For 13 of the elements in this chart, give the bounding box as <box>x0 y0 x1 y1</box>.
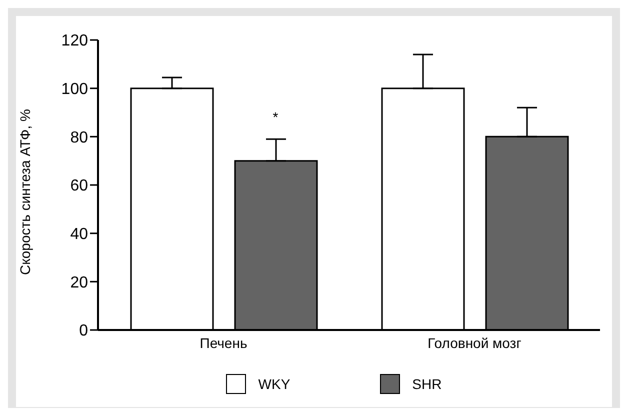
y-tick-label: 120 <box>61 32 88 50</box>
x-tick-label: Печень <box>200 334 248 351</box>
legend-label: SHR <box>412 376 442 392</box>
y-tick-label: 100 <box>61 81 88 98</box>
y-tick-label: 40 <box>70 226 88 244</box>
x-tick-label: Головной мозг <box>428 334 522 351</box>
legend-label: WKY <box>258 376 290 392</box>
y-tick-label: 80 <box>70 129 88 146</box>
y-tick-label: 0 <box>79 322 88 340</box>
y-tick-label: 60 <box>70 178 88 195</box>
annotation: * <box>272 109 279 126</box>
y-axis-title: Скорость синтеза АТФ, % <box>16 109 33 275</box>
y-tick-label: 20 <box>70 274 88 292</box>
